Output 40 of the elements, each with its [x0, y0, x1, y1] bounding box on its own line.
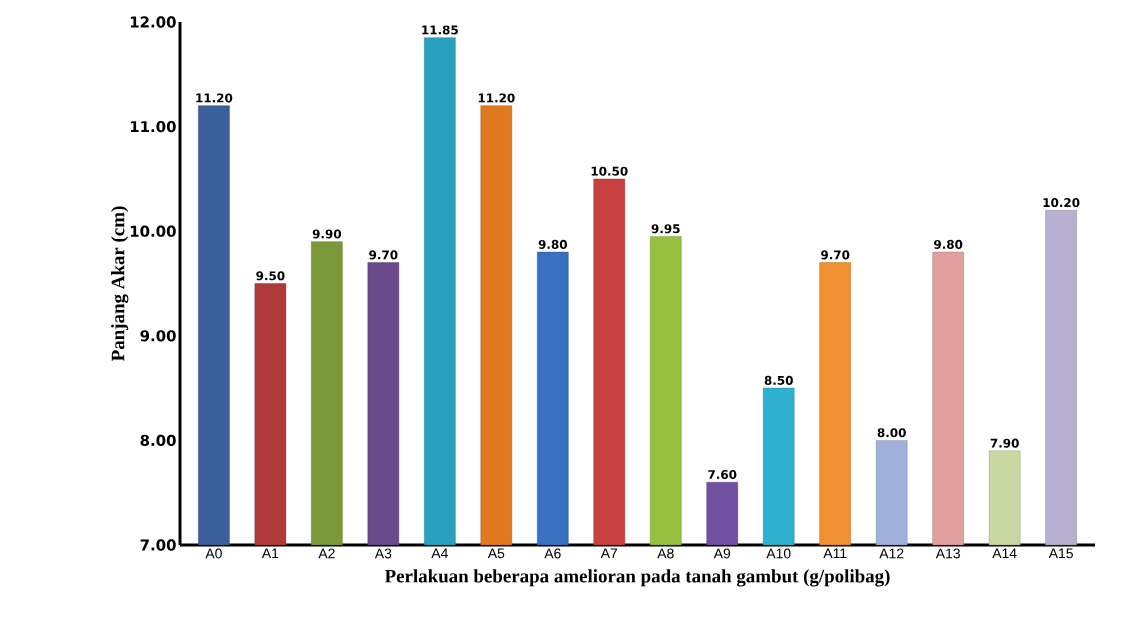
data-label: 9.95: [651, 224, 680, 234]
x-tick-label: A10: [766, 548, 791, 559]
data-label: 7.90: [990, 438, 1019, 448]
x-tick-label: A15: [1048, 548, 1073, 559]
x-tick-label: A5: [487, 548, 505, 559]
y-tick-label: 12.00: [130, 16, 176, 28]
x-tick-label: A2: [318, 548, 335, 559]
data-label: 9.80: [934, 239, 963, 249]
data-label: 9.80: [538, 239, 567, 249]
x-tick-label: A4: [431, 548, 448, 559]
x-tick-label: A0: [205, 548, 222, 559]
x-tick-label: A8: [657, 548, 674, 559]
data-label: 9.50: [256, 271, 285, 281]
data-label: 11.20: [478, 93, 515, 103]
y-tick-label: 8.00: [140, 434, 176, 447]
data-label: 11.85: [422, 25, 458, 35]
data-label: 9.70: [821, 250, 850, 260]
x-tick-label: A13: [935, 548, 960, 559]
x-tick-label: A1: [261, 548, 279, 559]
y-tick-label: 10.00: [130, 225, 176, 237]
x-axis-title: Perlakuan beberapa amelioran pada tanah gambut (g/polibag): [384, 569, 890, 587]
x-tick-label: A14: [992, 548, 1017, 559]
data-label: 8.50: [764, 375, 793, 385]
y-axis-title: Panjang Akar (cm): [111, 206, 129, 361]
x-tick-label: A11: [823, 548, 847, 559]
y-tick-label: 11.00: [130, 120, 176, 133]
data-label: 10.20: [1043, 198, 1080, 208]
data-label: 7.60: [708, 469, 737, 480]
y-tick-label: 9.00: [140, 330, 176, 342]
x-tick-label: A12: [879, 548, 904, 559]
y-tick-label: 7.00: [140, 539, 176, 551]
data-label: 9.90: [312, 229, 342, 239]
data-label: 9.70: [369, 250, 398, 260]
x-tick-label: A7: [600, 548, 618, 559]
x-tick-label: A6: [544, 548, 561, 559]
data-label: 8.00: [877, 428, 906, 438]
x-tick-label: A9: [713, 548, 731, 559]
data-label: 10.50: [591, 166, 628, 176]
data-label: 11.20: [196, 93, 233, 103]
x-tick-label: A3: [374, 548, 392, 559]
